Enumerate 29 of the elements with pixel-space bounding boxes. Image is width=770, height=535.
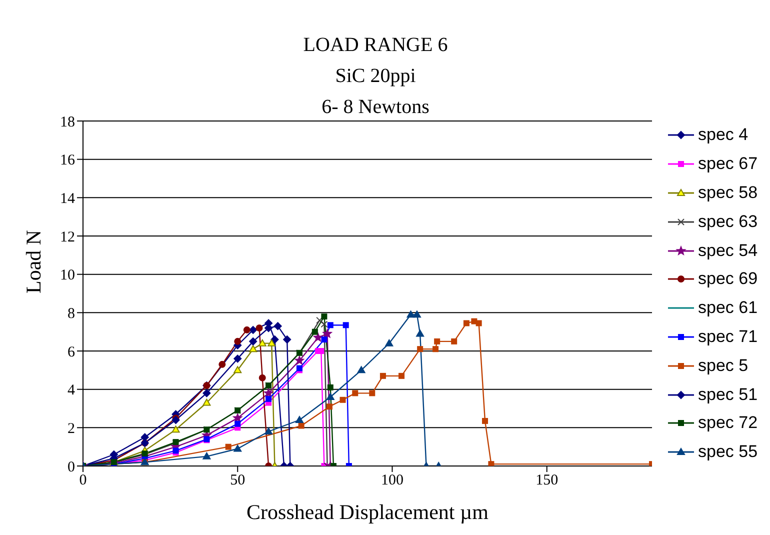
legend-label: spec 54: [698, 240, 758, 261]
legend-label: spec 61: [698, 298, 758, 318]
legend-label: spec 69: [698, 269, 758, 290]
x-tick-label: 0: [79, 472, 87, 489]
x-axis-title: Crosshead Displacement µm: [246, 500, 488, 524]
x-tick-label: 50: [230, 472, 246, 489]
y-axis-title: Load N: [21, 230, 46, 294]
y-tick-label: 6: [68, 344, 76, 360]
legend-label: spec 51: [698, 384, 758, 405]
legend-label: spec 72: [698, 413, 758, 434]
x-tick-label: 150: [536, 472, 558, 489]
y-tick-label: 18: [60, 114, 75, 130]
y-tick-label: 0: [68, 459, 75, 476]
legend-label: spec 5: [698, 356, 748, 376]
y-tick-label: 8: [68, 306, 75, 322]
y-tick-label: 2: [68, 420, 75, 437]
legend-label: spec 63: [698, 212, 758, 232]
legend-label: spec 67: [698, 154, 758, 174]
chart-title: LOAD RANGE 6 SiC 20ppi 6- 8 Newtons: [302, 33, 449, 120]
legend-label: spec 71: [698, 326, 758, 347]
y-tick-label: 16: [60, 152, 76, 169]
y-tick-label: 12: [60, 229, 75, 246]
y-tick-label: 4: [68, 382, 76, 399]
legend-label: spec 55: [698, 442, 758, 462]
y-tick-label: 10: [60, 268, 75, 284]
legend-label: spec 58: [698, 182, 758, 203]
x-tick-label: 100: [380, 472, 404, 489]
y-tick-label: 14: [60, 190, 76, 207]
legend-label: spec 4: [698, 125, 748, 146]
